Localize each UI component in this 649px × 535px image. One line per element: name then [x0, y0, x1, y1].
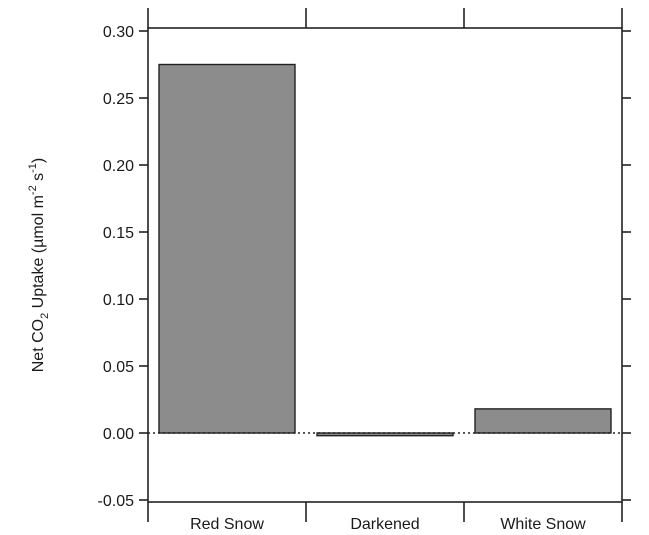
bar-white-snow [474, 408, 612, 434]
x-tick-label: Red Snow [190, 516, 264, 533]
x-category-labels: Red Snow Darkened White Snow [190, 516, 586, 533]
y-tick-labels: -0.05 0.00 0.05 0.10 0.15 0.20 0.25 0.30 [98, 24, 135, 510]
bars [158, 63, 612, 437]
axis-ticks [139, 8, 631, 522]
y-tick-label: 0.25 [103, 91, 134, 108]
y-tick-label: 0.10 [103, 292, 134, 309]
x-tick-label: White Snow [500, 516, 586, 533]
y-tick-label: 0.20 [103, 158, 134, 175]
y-tick-label: -0.05 [98, 493, 135, 510]
y-tick-label: 0.30 [103, 24, 134, 41]
y-tick-label: 0.05 [103, 359, 134, 376]
y-tick-label: 0.00 [103, 426, 134, 443]
bar-red-snow [158, 63, 296, 434]
y-axis-title: Net CO2 Uptake (µmol m-2 s-1) [27, 158, 51, 373]
plot-frame [147, 27, 623, 503]
y-tick-label: 0.15 [103, 225, 134, 242]
x-tick-label: Darkened [350, 516, 419, 533]
